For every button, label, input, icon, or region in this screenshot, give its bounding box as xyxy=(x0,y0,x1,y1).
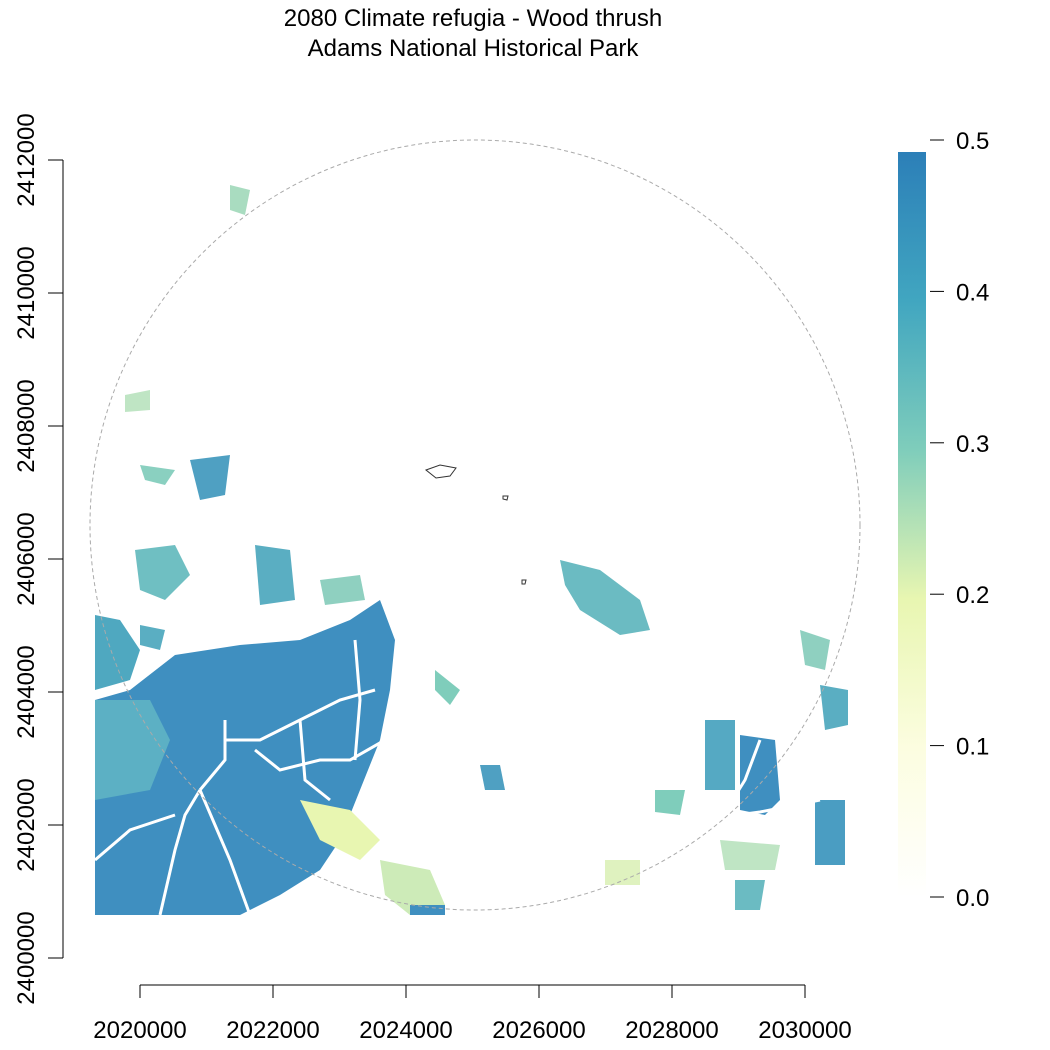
raster-patch-east-7 xyxy=(800,630,830,670)
raster-patch-east-4 xyxy=(820,685,848,730)
road-network xyxy=(94,639,821,916)
y-tick-label: 2400000 xyxy=(13,911,40,1004)
legend-tick-label: 0.1 xyxy=(956,734,989,761)
x-axis: 2020000 2022000 2024000 2026000 2028000 20300… xyxy=(93,984,852,1044)
raster-patch-edge-yellow xyxy=(300,800,380,860)
road-8 xyxy=(198,720,227,791)
x-tick-label: 2028000 xyxy=(625,1017,718,1044)
road-9 xyxy=(718,739,762,821)
raster-patch-west-teal xyxy=(95,615,140,690)
raster-patch-center-2 xyxy=(480,765,505,790)
raster-patch-east-9 xyxy=(605,860,640,885)
road-5 xyxy=(254,738,386,772)
park-unit-main xyxy=(424,464,457,479)
y-tick-label: 2406000 xyxy=(13,512,40,605)
legend-colorbar xyxy=(898,152,926,897)
x-tick-label: 2022000 xyxy=(226,1017,319,1044)
raster-patch-w8 xyxy=(320,575,365,605)
raster-patch-w4 xyxy=(125,390,150,412)
y-tick-label: 2412000 xyxy=(13,113,40,206)
raster-patch-center-1 xyxy=(560,560,650,635)
legend-tick-label: 0.2 xyxy=(956,582,989,609)
x-tick-label: 2020000 xyxy=(93,1017,186,1044)
raster-patch-east-3 xyxy=(815,800,845,865)
park-unit-small-2 xyxy=(521,579,527,585)
legend-tick-label: 0.5 xyxy=(956,128,989,155)
raster-patch-w2 xyxy=(190,455,230,500)
raster-patch-w6 xyxy=(230,185,250,215)
x-tick-label: 2030000 xyxy=(758,1017,851,1044)
park-buffer-circle xyxy=(89,139,861,911)
road-2 xyxy=(158,789,202,916)
road-7 xyxy=(353,639,362,761)
raster-patch-south-blue xyxy=(410,905,445,915)
road-3 xyxy=(94,813,176,862)
raster-patch-east-5 xyxy=(720,840,780,870)
raster-layer xyxy=(95,185,848,915)
raster-patch-east-2 xyxy=(705,720,735,790)
y-tick-label: 2408000 xyxy=(13,379,40,472)
map-subtitle: Adams National Historical Park xyxy=(307,35,639,62)
raster-patch-w7 xyxy=(140,625,165,650)
x-tick-label: 2026000 xyxy=(492,1017,585,1044)
raster-patch-w1 xyxy=(135,545,190,600)
y-tick-label: 2402000 xyxy=(13,778,40,871)
y-axis: 2400000 2402000 2404000 2406000 2408000 24100… xyxy=(13,113,64,1005)
raster-patch-w3 xyxy=(140,465,175,485)
legend-tick-label: 0.3 xyxy=(956,431,989,458)
map-title: 2080 Climate refugia - Wood thrush xyxy=(283,5,663,32)
raster-patch-east-6 xyxy=(735,880,765,910)
legend-tick-label: 0.0 xyxy=(956,885,989,912)
raster-patch-southwest-light xyxy=(95,700,170,800)
y-tick-label: 2404000 xyxy=(13,645,40,738)
park-unit-small-1 xyxy=(502,495,509,501)
road-6 xyxy=(298,719,331,802)
raster-patch-east-8 xyxy=(655,790,685,815)
raster-patch-southedge xyxy=(380,860,445,915)
raster-patch-east-1 xyxy=(740,735,780,815)
legend-tick-label: 0.4 xyxy=(956,279,989,306)
raster-patch-w5 xyxy=(255,545,295,605)
road-10 xyxy=(699,798,821,822)
x-tick-label: 2024000 xyxy=(359,1017,452,1044)
park-boundary xyxy=(424,464,527,585)
legend: 0.0 0.1 0.2 0.3 0.4 0.5 xyxy=(898,128,989,912)
y-tick-label: 2410000 xyxy=(13,246,40,339)
raster-patch-center-3 xyxy=(435,670,460,705)
road-1 xyxy=(198,789,252,916)
